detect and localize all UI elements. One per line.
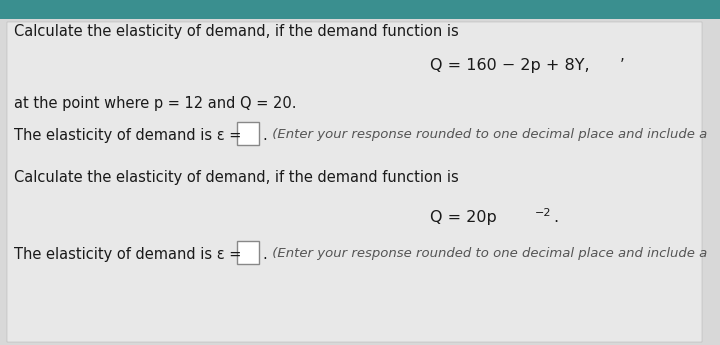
Text: Calculate the elasticity of demand, if the demand function is: Calculate the elasticity of demand, if t… — [14, 170, 459, 185]
Text: Calculate the elasticity of demand, if the demand function is: Calculate the elasticity of demand, if t… — [14, 24, 459, 39]
Text: .: . — [262, 128, 266, 143]
Text: .: . — [262, 247, 266, 262]
Text: (Enter your response rounded to one decimal place and include a: (Enter your response rounded to one deci… — [268, 247, 707, 260]
Bar — [0, 0, 720, 19]
Text: Q = 20p: Q = 20p — [430, 210, 497, 225]
Bar — [237, 122, 259, 145]
Bar — [237, 241, 259, 264]
Text: ’: ’ — [620, 58, 625, 73]
Text: (Enter your response rounded to one decimal place and include a: (Enter your response rounded to one deci… — [268, 128, 707, 141]
Text: The elasticity of demand is ε =: The elasticity of demand is ε = — [14, 128, 241, 143]
Text: −2: −2 — [535, 208, 552, 218]
Text: at the point where p = 12 and Q = 20.: at the point where p = 12 and Q = 20. — [14, 96, 297, 111]
Text: The elasticity of demand is ε =: The elasticity of demand is ε = — [14, 247, 241, 262]
Text: Q = 160 − 2p + 8Y,: Q = 160 − 2p + 8Y, — [430, 58, 590, 73]
Text: .: . — [553, 210, 558, 225]
